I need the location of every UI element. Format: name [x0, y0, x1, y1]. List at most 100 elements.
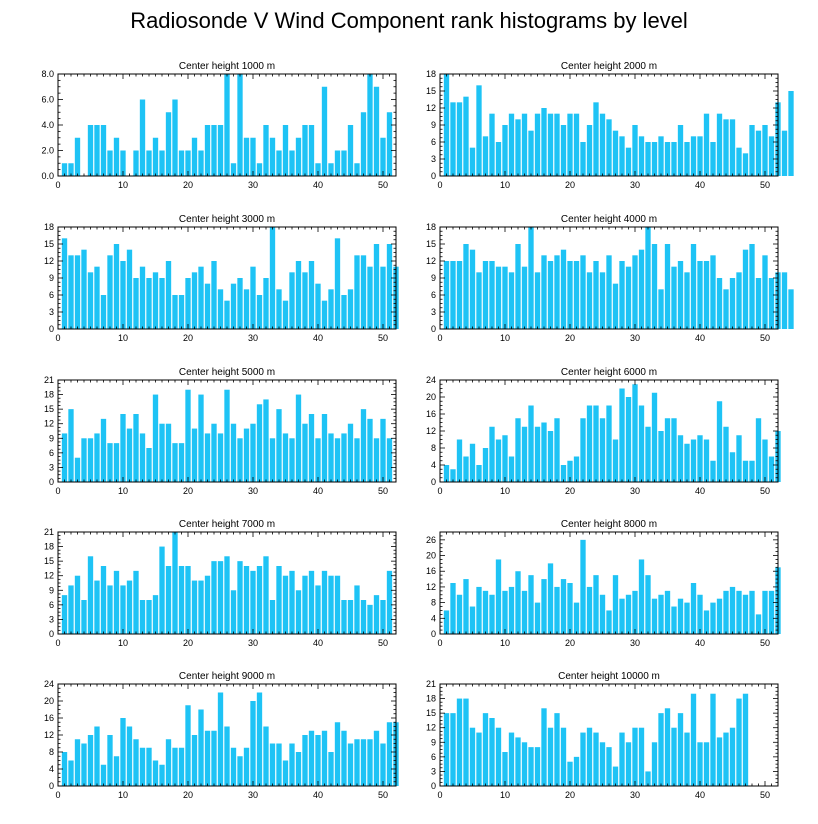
y-tick-label: 9	[431, 120, 436, 130]
bar	[263, 278, 269, 329]
bar	[443, 610, 450, 634]
bar	[373, 595, 380, 634]
y-tick-label: 6	[431, 290, 436, 300]
bar	[729, 119, 736, 176]
bar	[547, 261, 554, 329]
x-tick-label: 0	[55, 486, 60, 496]
bar	[482, 136, 489, 176]
bar	[367, 739, 373, 786]
bar	[334, 238, 341, 329]
bar	[146, 448, 152, 482]
bar	[230, 163, 237, 176]
bar	[671, 606, 677, 634]
bar	[606, 610, 612, 634]
bar	[515, 418, 521, 482]
bar	[664, 708, 671, 786]
bar	[94, 266, 100, 329]
bar	[256, 566, 263, 634]
bar	[547, 113, 554, 176]
bar	[729, 278, 736, 329]
bar	[528, 405, 534, 482]
x-tick-label: 30	[630, 486, 640, 496]
bar	[133, 739, 139, 786]
bar	[755, 130, 762, 176]
bar	[172, 747, 178, 786]
chart-panel-3: Center height 3000 m 0 10 20 30 40 50 0 3 6 9 12 15 1…	[44, 214, 399, 343]
bar	[684, 732, 690, 786]
y-tick-label: 0	[431, 324, 436, 334]
bar	[547, 431, 554, 482]
bar	[178, 566, 185, 634]
x-tick-label: 40	[695, 486, 705, 496]
bar	[120, 414, 126, 482]
bar	[671, 266, 677, 329]
bar	[619, 388, 625, 482]
x-tick-label: 30	[248, 180, 258, 190]
bar	[237, 278, 243, 329]
bar	[347, 423, 354, 482]
chart-panel-6: Center height 6000 m 0 10 20 30 40 50 0 4 8 12 16 20…	[426, 367, 781, 496]
bar	[567, 583, 573, 634]
y-tick-label: 9	[49, 273, 54, 283]
bar	[198, 394, 204, 482]
x-tick-label: 10	[500, 333, 510, 343]
bar	[139, 600, 146, 634]
bar	[282, 575, 289, 634]
bar	[263, 399, 269, 482]
bar	[360, 112, 367, 176]
bar	[495, 559, 502, 634]
bar	[328, 575, 334, 634]
bar	[580, 255, 586, 329]
bar	[762, 590, 768, 634]
y-tick-label: 3	[431, 307, 436, 317]
bar	[606, 405, 612, 482]
y-tick-label: 9	[49, 433, 54, 443]
bar	[515, 737, 521, 786]
bar	[729, 727, 736, 786]
y-tick-label: 18	[426, 222, 436, 232]
bar	[191, 580, 198, 634]
bar	[547, 727, 554, 786]
bar	[217, 561, 224, 634]
bar	[159, 423, 165, 482]
bar	[651, 392, 658, 482]
y-tick-label: 15	[44, 239, 54, 249]
bar	[632, 384, 638, 482]
bar	[469, 443, 476, 482]
bar	[489, 594, 495, 634]
bar	[204, 283, 211, 329]
panel-title: Center height 7000 m	[179, 519, 275, 530]
x-tick-label: 30	[248, 333, 258, 343]
bar	[697, 742, 703, 786]
bar	[269, 600, 276, 634]
bar	[282, 125, 289, 176]
bar	[625, 147, 632, 176]
bar	[211, 423, 217, 482]
y-tick-label: 0	[49, 477, 54, 487]
x-tick-label: 50	[760, 486, 770, 496]
bar	[788, 91, 794, 176]
bar	[645, 771, 651, 786]
bar	[334, 722, 341, 786]
bar	[61, 752, 68, 786]
bar	[113, 244, 120, 329]
bar	[502, 590, 508, 634]
bar	[133, 414, 139, 482]
y-tick-label: 18	[44, 542, 54, 552]
bar	[224, 74, 230, 176]
bar	[100, 295, 107, 329]
chart-panel-9: Center height 9000 m 0 10 20 30 40 50 0 4 8 12 16 20…	[44, 671, 399, 800]
bar	[690, 244, 697, 329]
bar	[547, 563, 554, 634]
bar	[165, 261, 172, 329]
bar	[567, 113, 573, 176]
bar	[690, 583, 697, 634]
bar	[165, 423, 172, 482]
bar	[243, 566, 250, 634]
bar	[450, 469, 456, 482]
x-tick-label: 30	[630, 180, 640, 190]
bar	[373, 244, 380, 329]
bar	[315, 438, 321, 482]
bar	[606, 119, 612, 176]
bar	[443, 713, 450, 786]
